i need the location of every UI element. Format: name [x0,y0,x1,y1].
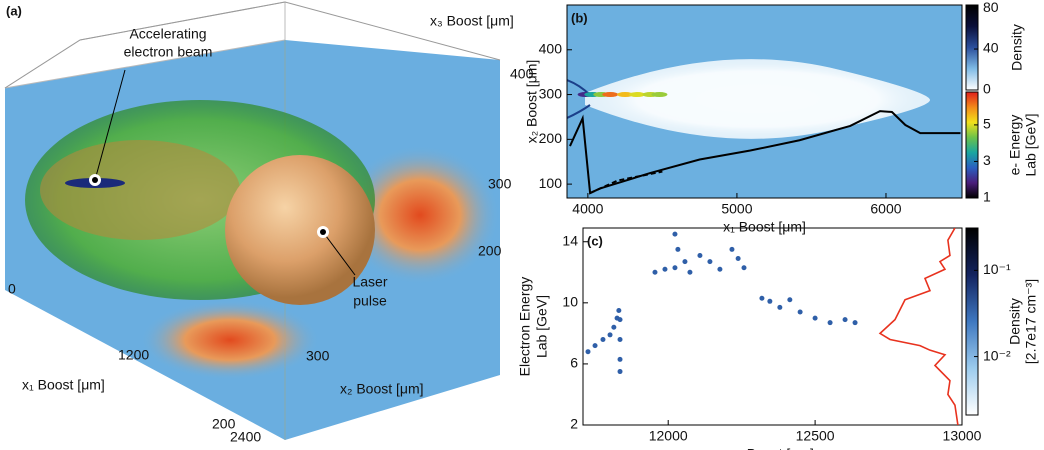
axis-label: x₃ Boost [μm] [430,13,514,29]
electron-point [707,259,713,265]
boundary-line [589,170,663,194]
colorbar-tick-label: 5 [983,116,991,132]
tick-label: 1200 [118,347,149,363]
x-tick-label: 12000 [649,428,688,444]
electron-point [717,266,723,272]
electron-point [827,320,833,326]
colorbar-label: Density [1007,298,1023,345]
y-tick-label: 100 [539,175,563,191]
tick-label: 0 [8,281,16,297]
plot-data [585,228,959,425]
electron-point [611,324,617,330]
tick-label: 2400 [230,429,261,445]
tick-label: 200 [212,416,236,432]
electron-point [592,343,598,349]
electron-point [697,252,703,258]
colorbar [965,227,979,416]
y-axis-label: Lab [GeV] [534,295,550,358]
electron-point [687,269,693,275]
electron-point [682,259,688,265]
tick-label: 300 [306,348,330,364]
tick-label: 200 [478,243,502,259]
x-tick-label: 5000 [721,201,752,217]
y-tick-label: 200 [539,130,563,146]
colorbar-tick-label: 3 [983,152,991,168]
electron-point [777,304,783,310]
colorbar-label: [2.7e17 cm⁻³] [1023,279,1039,364]
axis-label: x₁ Boost [μm] [22,377,105,393]
electron-point [617,317,623,323]
y-tick-label: 300 [539,85,563,101]
y-tick-label: 2 [570,416,578,432]
electron-point [600,336,606,342]
tick-label: 400 [510,66,534,82]
panel-label: (b) [571,10,588,25]
electron-point [617,336,623,342]
electron-point [767,298,773,304]
y-tick-label: 14 [562,232,578,248]
electron-point [852,320,858,326]
colorbar-label: Density [1009,24,1025,71]
y-tick-label: 6 [570,355,578,371]
colorbar-label: e- Energy [1007,115,1023,176]
plot-frame [582,227,963,426]
y-tick-label: 10 [562,294,578,310]
y-tick-label: 400 [539,40,563,56]
tick-label: 300 [488,176,512,192]
electron-point [672,231,678,237]
colorbar-tick-label: 10⁻² [983,347,1011,363]
electron-point [797,309,803,315]
x-tick-label: 4000 [572,201,603,217]
electron-point [652,269,658,275]
colorbar-label: Lab [GeV] [1023,113,1039,176]
beam-particle [629,92,646,98]
electron-point [607,332,613,338]
electron-point [729,246,735,252]
y-axis-label: Electron Energy [517,277,533,377]
density-field [567,5,962,198]
annotation: pulse [353,293,387,309]
colorbar-tick-label: 1 [983,189,991,205]
colorbar-tick-label: 40 [983,40,999,56]
x-tick-label: 6000 [870,201,901,217]
electron-point [787,297,793,303]
electron-point [662,266,668,272]
electron-point [585,349,591,355]
electron-point [617,356,623,362]
panel-label: (a) [6,3,22,18]
electron-point [741,265,747,271]
colorbar-tick-label: 0 [983,81,991,97]
colorbar-tick-label: 80 [983,0,999,15]
electron-point [672,265,678,271]
panel-label: (c) [587,233,603,248]
plot-data [569,92,961,195]
x-tick-label: 13000 [943,428,982,444]
electron-point [812,315,818,321]
electron-point [759,295,765,301]
colorbar-tick-label: 10⁻¹ [983,261,1011,277]
x-axis-label: x₁ Boost [μm] [731,446,814,450]
colorbar [965,91,979,199]
beam-particle [617,92,634,98]
energy-spectrum [878,228,959,425]
axis-label: x₂ Boost [μm] [340,381,424,397]
y-axis-label: x₂ Boost [μm] [524,60,540,144]
electron-point [616,307,622,313]
annotation: electron beam [124,44,213,60]
colorbar [965,4,979,91]
electron-point [735,256,741,262]
beam-particle [651,92,668,98]
electron-point [675,246,681,252]
electron-point [617,369,623,375]
annotation: Accelerating [129,26,206,42]
x-tick-label: 12500 [796,428,835,444]
x-axis-label: x₁ Boost [μm] [723,219,806,235]
beam-particle [602,92,619,98]
electron-point [842,317,848,323]
panel-a-render [4,1,501,440]
annotation: Laser [352,274,387,290]
plot-frame [566,4,963,199]
